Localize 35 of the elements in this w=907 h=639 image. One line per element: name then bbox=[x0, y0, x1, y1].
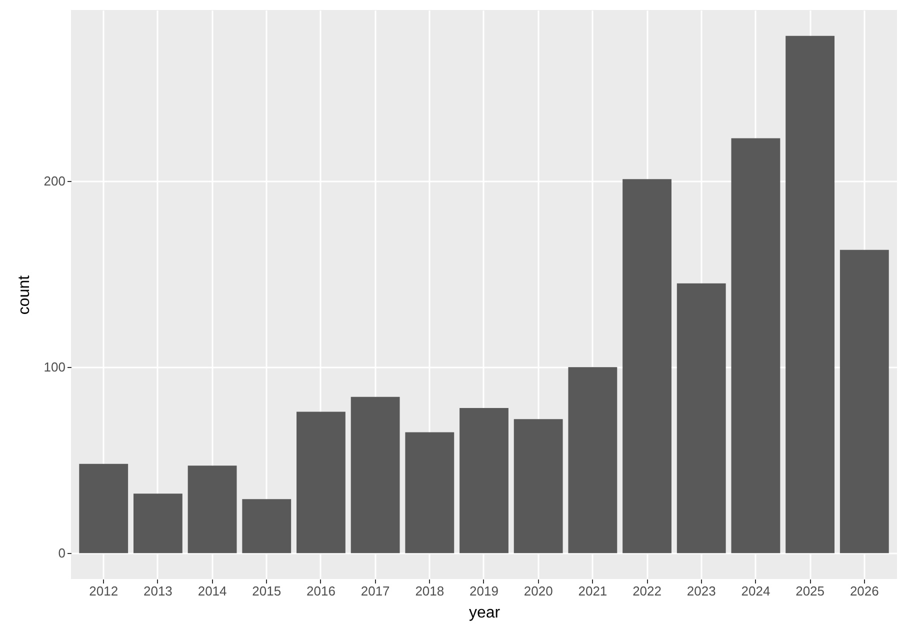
x-tick-label: 2012 bbox=[89, 584, 118, 598]
x-tick-label: 2017 bbox=[360, 584, 390, 598]
x-tick-label: 2021 bbox=[578, 584, 608, 598]
x-tick-label: 2016 bbox=[306, 584, 336, 598]
bar bbox=[405, 432, 454, 554]
x-tick-label: 2025 bbox=[796, 584, 825, 598]
y-axis-title: count bbox=[16, 274, 33, 315]
x-tick-label: 2014 bbox=[198, 584, 227, 598]
bar bbox=[676, 283, 726, 554]
x-tick-label: 2018 bbox=[415, 584, 444, 598]
y-tick-label: 0 bbox=[58, 546, 66, 561]
bar bbox=[460, 408, 508, 554]
x-tick-label: 2022 bbox=[632, 584, 662, 598]
x-tick-label: 2019 bbox=[470, 584, 498, 598]
bar bbox=[188, 466, 237, 554]
bar bbox=[242, 499, 292, 554]
x-tick-label: 2013 bbox=[143, 584, 172, 598]
bar bbox=[786, 36, 835, 554]
bar bbox=[296, 412, 346, 554]
bar bbox=[133, 494, 182, 554]
x-tick-label: 2024 bbox=[741, 584, 770, 598]
x-tick-label: 2023 bbox=[686, 584, 716, 598]
bar bbox=[79, 464, 128, 554]
x-axis-title: year bbox=[468, 604, 501, 622]
bar bbox=[622, 179, 672, 554]
bar bbox=[731, 138, 780, 554]
bar bbox=[350, 396, 400, 554]
bar bbox=[840, 250, 889, 554]
x-tick-label: 2020 bbox=[524, 584, 553, 598]
y-tick-label: 100 bbox=[44, 360, 66, 375]
bar bbox=[514, 419, 563, 554]
x-tick-label: 2015 bbox=[252, 584, 282, 598]
bar bbox=[568, 367, 618, 554]
y-tick-label: 200 bbox=[44, 174, 66, 188]
x-tick-label: 2026 bbox=[850, 584, 879, 598]
